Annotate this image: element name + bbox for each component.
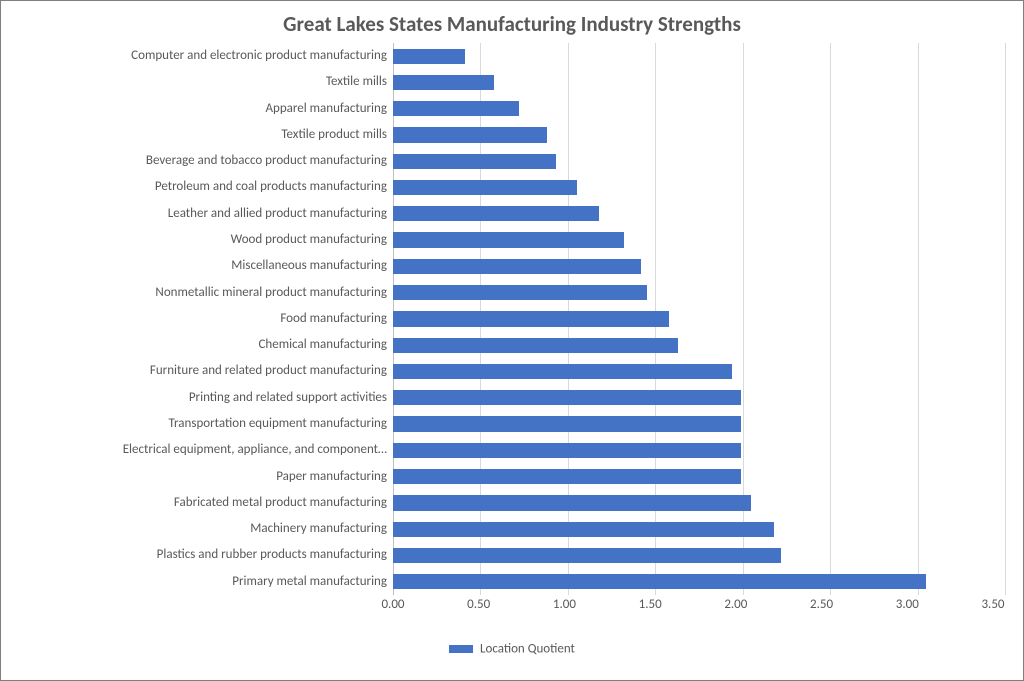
y-axis-label: Primary metal manufacturing <box>19 569 387 595</box>
bar <box>393 285 647 300</box>
bar-row <box>393 490 1005 516</box>
bar-row <box>393 122 1005 148</box>
bar <box>393 75 494 90</box>
y-axis-label: Textile product mills <box>19 122 387 148</box>
y-axis-label: Transportation equipment manufacturing <box>19 411 387 437</box>
bar-row <box>393 96 1005 122</box>
bar-row <box>393 253 1005 279</box>
y-axis-label: Fabricated metal product manufacturing <box>19 490 387 516</box>
bar-row <box>393 69 1005 95</box>
x-axis-tick: 2.50 <box>810 597 833 612</box>
bar-row <box>393 201 1005 227</box>
y-axis-label: Machinery manufacturing <box>19 516 387 542</box>
chart-title: Great Lakes States Manufacturing Industr… <box>19 11 1005 37</box>
y-axis-label: Leather and allied product manufacturing <box>19 201 387 227</box>
y-axis-label: Petroleum and coal products manufacturin… <box>19 174 387 200</box>
bar-row <box>393 542 1005 568</box>
bar <box>393 548 781 563</box>
bar <box>393 495 751 510</box>
bar-row <box>393 227 1005 253</box>
bar <box>393 522 774 537</box>
bars <box>393 43 1005 595</box>
bar-row <box>393 569 1005 595</box>
legend: Location Quotient <box>19 641 1005 656</box>
y-axis-label: Plastics and rubber products manufacturi… <box>19 542 387 568</box>
y-axis-labels: Computer and electronic product manufact… <box>19 43 393 595</box>
x-axis-tick: 0.50 <box>467 597 490 612</box>
x-axis-tick: 1.00 <box>553 597 576 612</box>
bar <box>393 311 669 326</box>
legend-label: Location Quotient <box>480 641 575 656</box>
y-axis-label: Miscellaneous manufacturing <box>19 253 387 279</box>
x-axis-tick: 2.00 <box>724 597 747 612</box>
bar-row <box>393 437 1005 463</box>
bar <box>393 232 624 247</box>
bar <box>393 180 577 195</box>
bar <box>393 127 547 142</box>
y-axis-label: Textile mills <box>19 69 387 95</box>
bar-row <box>393 280 1005 306</box>
bar-row <box>393 411 1005 437</box>
y-axis-label: Paper manufacturing <box>19 464 387 490</box>
bar <box>393 101 519 116</box>
bar-row <box>393 148 1005 174</box>
plot-area: Computer and electronic product manufact… <box>19 43 1005 595</box>
bars-wrap <box>393 43 1005 595</box>
y-axis-label: Computer and electronic product manufact… <box>19 43 387 69</box>
y-axis-label: Apparel manufacturing <box>19 96 387 122</box>
bar-row <box>393 358 1005 384</box>
bar-row <box>393 464 1005 490</box>
x-axis-tick: 1.50 <box>639 597 662 612</box>
y-axis-label: Printing and related support activities <box>19 385 387 411</box>
gridline <box>1005 43 1006 595</box>
bar <box>393 390 741 405</box>
y-axis-label: Chemical manufacturing <box>19 332 387 358</box>
y-axis-label: Electrical equipment, appliance, and com… <box>19 437 387 463</box>
bar <box>393 259 641 274</box>
bar <box>393 364 732 379</box>
bar <box>393 416 741 431</box>
y-axis-label: Beverage and tobacco product manufacturi… <box>19 148 387 174</box>
y-axis-label: Furniture and related product manufactur… <box>19 358 387 384</box>
bar <box>393 338 678 353</box>
y-axis-label: Food manufacturing <box>19 306 387 332</box>
x-axis-tick: 3.00 <box>896 597 919 612</box>
y-axis-label: Wood product manufacturing <box>19 227 387 253</box>
bar <box>393 469 741 484</box>
x-axis-tick: 3.50 <box>981 597 1004 612</box>
legend-swatch <box>449 645 473 653</box>
x-axis-ticks: 0.000.501.001.502.002.503.003.50 <box>393 595 993 617</box>
bar-row <box>393 516 1005 542</box>
bar <box>393 443 741 458</box>
bar <box>393 206 599 221</box>
chart-container: Great Lakes States Manufacturing Industr… <box>0 0 1024 681</box>
bar <box>393 154 556 169</box>
y-axis-label: Nonmetallic mineral product manufacturin… <box>19 280 387 306</box>
bar-row <box>393 332 1005 358</box>
bar-row <box>393 385 1005 411</box>
x-axis-tick: 0.00 <box>381 597 404 612</box>
bar-row <box>393 43 1005 69</box>
bar-row <box>393 174 1005 200</box>
bar <box>393 49 465 64</box>
bar <box>393 574 926 589</box>
bar-row <box>393 306 1005 332</box>
